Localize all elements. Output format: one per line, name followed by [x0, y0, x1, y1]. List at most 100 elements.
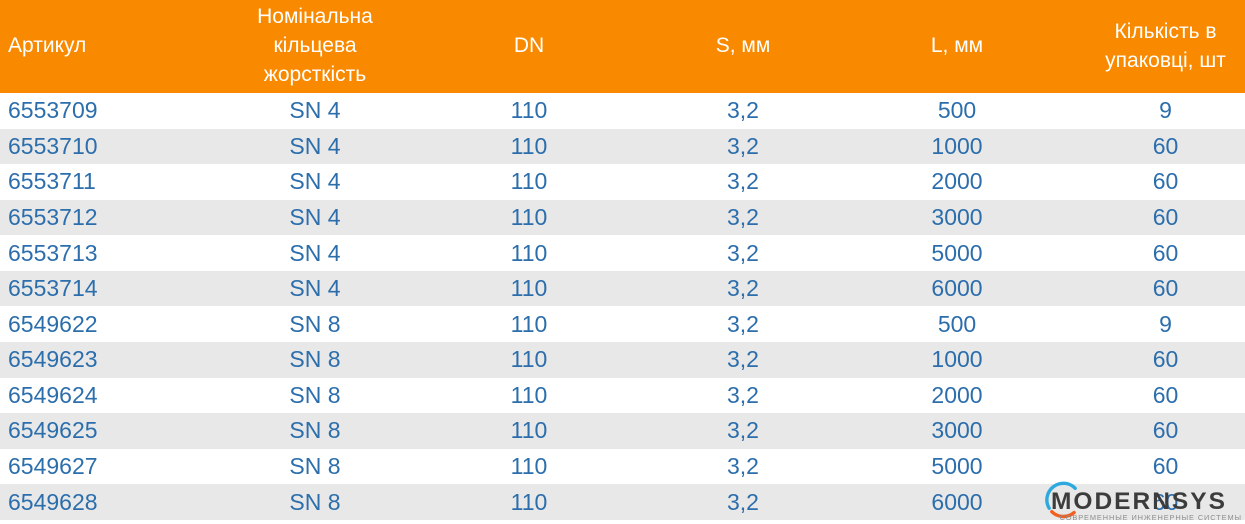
table-row: 6553713 SN 4 110 3,2 5000 60 [0, 235, 1245, 271]
cell-dn: 110 [510, 417, 548, 444]
header-cell-dn: DN [422, 0, 636, 93]
table-row: 6549625 SN 8 110 3,2 3000 60 [0, 413, 1245, 449]
cell-l-mm: 1000 [931, 346, 983, 373]
cell-qty: 60 [1152, 453, 1179, 480]
cell-qty: 60 [1152, 381, 1179, 408]
cell-stiffness: SN 4 [289, 168, 341, 195]
header-label-dn: DN [513, 34, 545, 58]
table-row: 6553711 SN 4 110 3,2 2000 60 [0, 164, 1245, 200]
cell-stiffness: SN 8 [289, 417, 341, 444]
cell-qty: 60 [1152, 346, 1179, 373]
cell-dn: 110 [510, 453, 548, 480]
cell-dn: 110 [510, 488, 548, 515]
cell-article: 6553712 [8, 204, 98, 231]
header-cell-l-mm: L, мм [850, 0, 1064, 93]
header-label-l-mm: L, мм [930, 34, 984, 58]
table-row: 6549628 SN 8 110 3,2 6000 60 [0, 484, 1245, 520]
cell-l-mm: 6000 [931, 275, 983, 302]
cell-stiffness: SN 8 [289, 381, 341, 408]
table-row: 6549624 SN 8 110 3,2 2000 60 [0, 377, 1245, 414]
cell-s-mm: 3,2 [727, 417, 759, 444]
table-row: 6549627 SN 8 110 3,2 5000 60 [0, 448, 1245, 485]
cell-article: 6553713 [8, 239, 98, 266]
cell-qty: 60 [1152, 132, 1179, 159]
cell-l-mm: 5000 [931, 453, 983, 480]
cell-l-mm: 500 [937, 310, 977, 337]
cell-s-mm: 3,2 [727, 453, 759, 480]
cell-l-mm: 1000 [931, 132, 983, 159]
cell-stiffness: SN 8 [289, 310, 341, 337]
header-cell-stiffness: Номінальна кільцева жорсткість [208, 0, 422, 93]
header-label-article: Артикул [8, 34, 87, 58]
cell-s-mm: 3,2 [727, 132, 759, 159]
cell-qty: 9 [1159, 97, 1172, 124]
cell-article: 6549623 [8, 346, 98, 373]
cell-s-mm: 3,2 [727, 310, 759, 337]
table-row: 6553712 SN 4 110 3,2 3000 60 [0, 199, 1245, 236]
table-row: 6549622 SN 8 110 3,2 500 9 [0, 306, 1245, 343]
cell-dn: 110 [510, 97, 548, 124]
cell-dn: 110 [510, 346, 548, 373]
cell-qty: 60 [1152, 168, 1179, 195]
cell-stiffness: SN 8 [289, 453, 341, 480]
cell-dn: 110 [510, 239, 548, 266]
cell-article: 6553710 [8, 132, 98, 159]
table-row: 6549623 SN 8 110 3,2 1000 60 [0, 342, 1245, 378]
table-row: 6553710 SN 4 110 3,2 1000 60 [0, 128, 1245, 165]
cell-stiffness: SN 4 [289, 204, 341, 231]
table-row: 6553714 SN 4 110 3,2 6000 60 [0, 270, 1245, 307]
cell-s-mm: 3,2 [727, 239, 759, 266]
header-cell-qty: Кількість в упаковці, шт [1075, 0, 1245, 93]
table-body: 6553709 SN 4 110 3,2 500 9 6553710 SN 4 … [0, 93, 1245, 520]
header-label-s-mm: S, мм [715, 34, 771, 58]
cell-stiffness: SN 4 [289, 132, 341, 159]
cell-s-mm: 3,2 [727, 97, 759, 124]
cell-l-mm: 3000 [931, 204, 983, 231]
table-header-row: Артикул Номінальна кільцева жорсткість D… [0, 0, 1245, 93]
cell-article: 6553711 [8, 168, 96, 195]
cell-stiffness: SN 4 [289, 97, 341, 124]
cell-stiffness: SN 8 [289, 346, 341, 373]
cell-l-mm: 2000 [931, 168, 983, 195]
bottom-strip [0, 520, 1245, 524]
cell-article: 6553714 [8, 275, 98, 302]
cell-l-mm: 2000 [931, 381, 983, 408]
cell-dn: 110 [510, 381, 548, 408]
cell-article: 6549622 [8, 310, 98, 337]
cell-qty: 60 [1152, 239, 1179, 266]
cell-article: 6549624 [8, 381, 98, 408]
header-label-stiffness: Номінальна кільцева жорсткість [257, 5, 373, 86]
cell-dn: 110 [510, 310, 548, 337]
cell-l-mm: 6000 [931, 488, 983, 515]
cell-l-mm: 5000 [931, 239, 983, 266]
cell-qty: 60 [1152, 204, 1179, 231]
header-cell-s-mm: S, мм [636, 0, 850, 93]
cell-article: 6553709 [8, 97, 98, 124]
header-label-qty: Кількість в упаковці, шт [1105, 19, 1226, 72]
cell-dn: 110 [510, 168, 548, 195]
cell-s-mm: 3,2 [727, 168, 759, 195]
cell-stiffness: SN 8 [289, 488, 341, 515]
cell-dn: 110 [510, 204, 548, 231]
cell-stiffness: SN 4 [289, 275, 341, 302]
cell-s-mm: 3,2 [727, 275, 759, 302]
table-row: 6553709 SN 4 110 3,2 500 9 [0, 93, 1245, 129]
cell-article: 6549628 [8, 488, 98, 515]
cell-dn: 110 [510, 275, 548, 302]
cell-qty: 60 [1152, 417, 1179, 444]
cell-stiffness: SN 4 [289, 239, 341, 266]
cell-dn: 110 [510, 132, 548, 159]
header-cell-article: Артикул [0, 0, 208, 93]
cell-qty: 60 [1152, 488, 1179, 515]
cell-qty: 60 [1152, 275, 1179, 302]
cell-l-mm: 500 [937, 97, 977, 124]
cell-article: 6549627 [8, 453, 98, 480]
cell-s-mm: 3,2 [727, 381, 759, 408]
cell-s-mm: 3,2 [727, 346, 759, 373]
cell-s-mm: 3,2 [727, 204, 759, 231]
cell-l-mm: 3000 [931, 417, 983, 444]
cell-article: 6549625 [8, 417, 98, 444]
cell-qty: 9 [1159, 310, 1172, 337]
cell-s-mm: 3,2 [727, 488, 759, 515]
